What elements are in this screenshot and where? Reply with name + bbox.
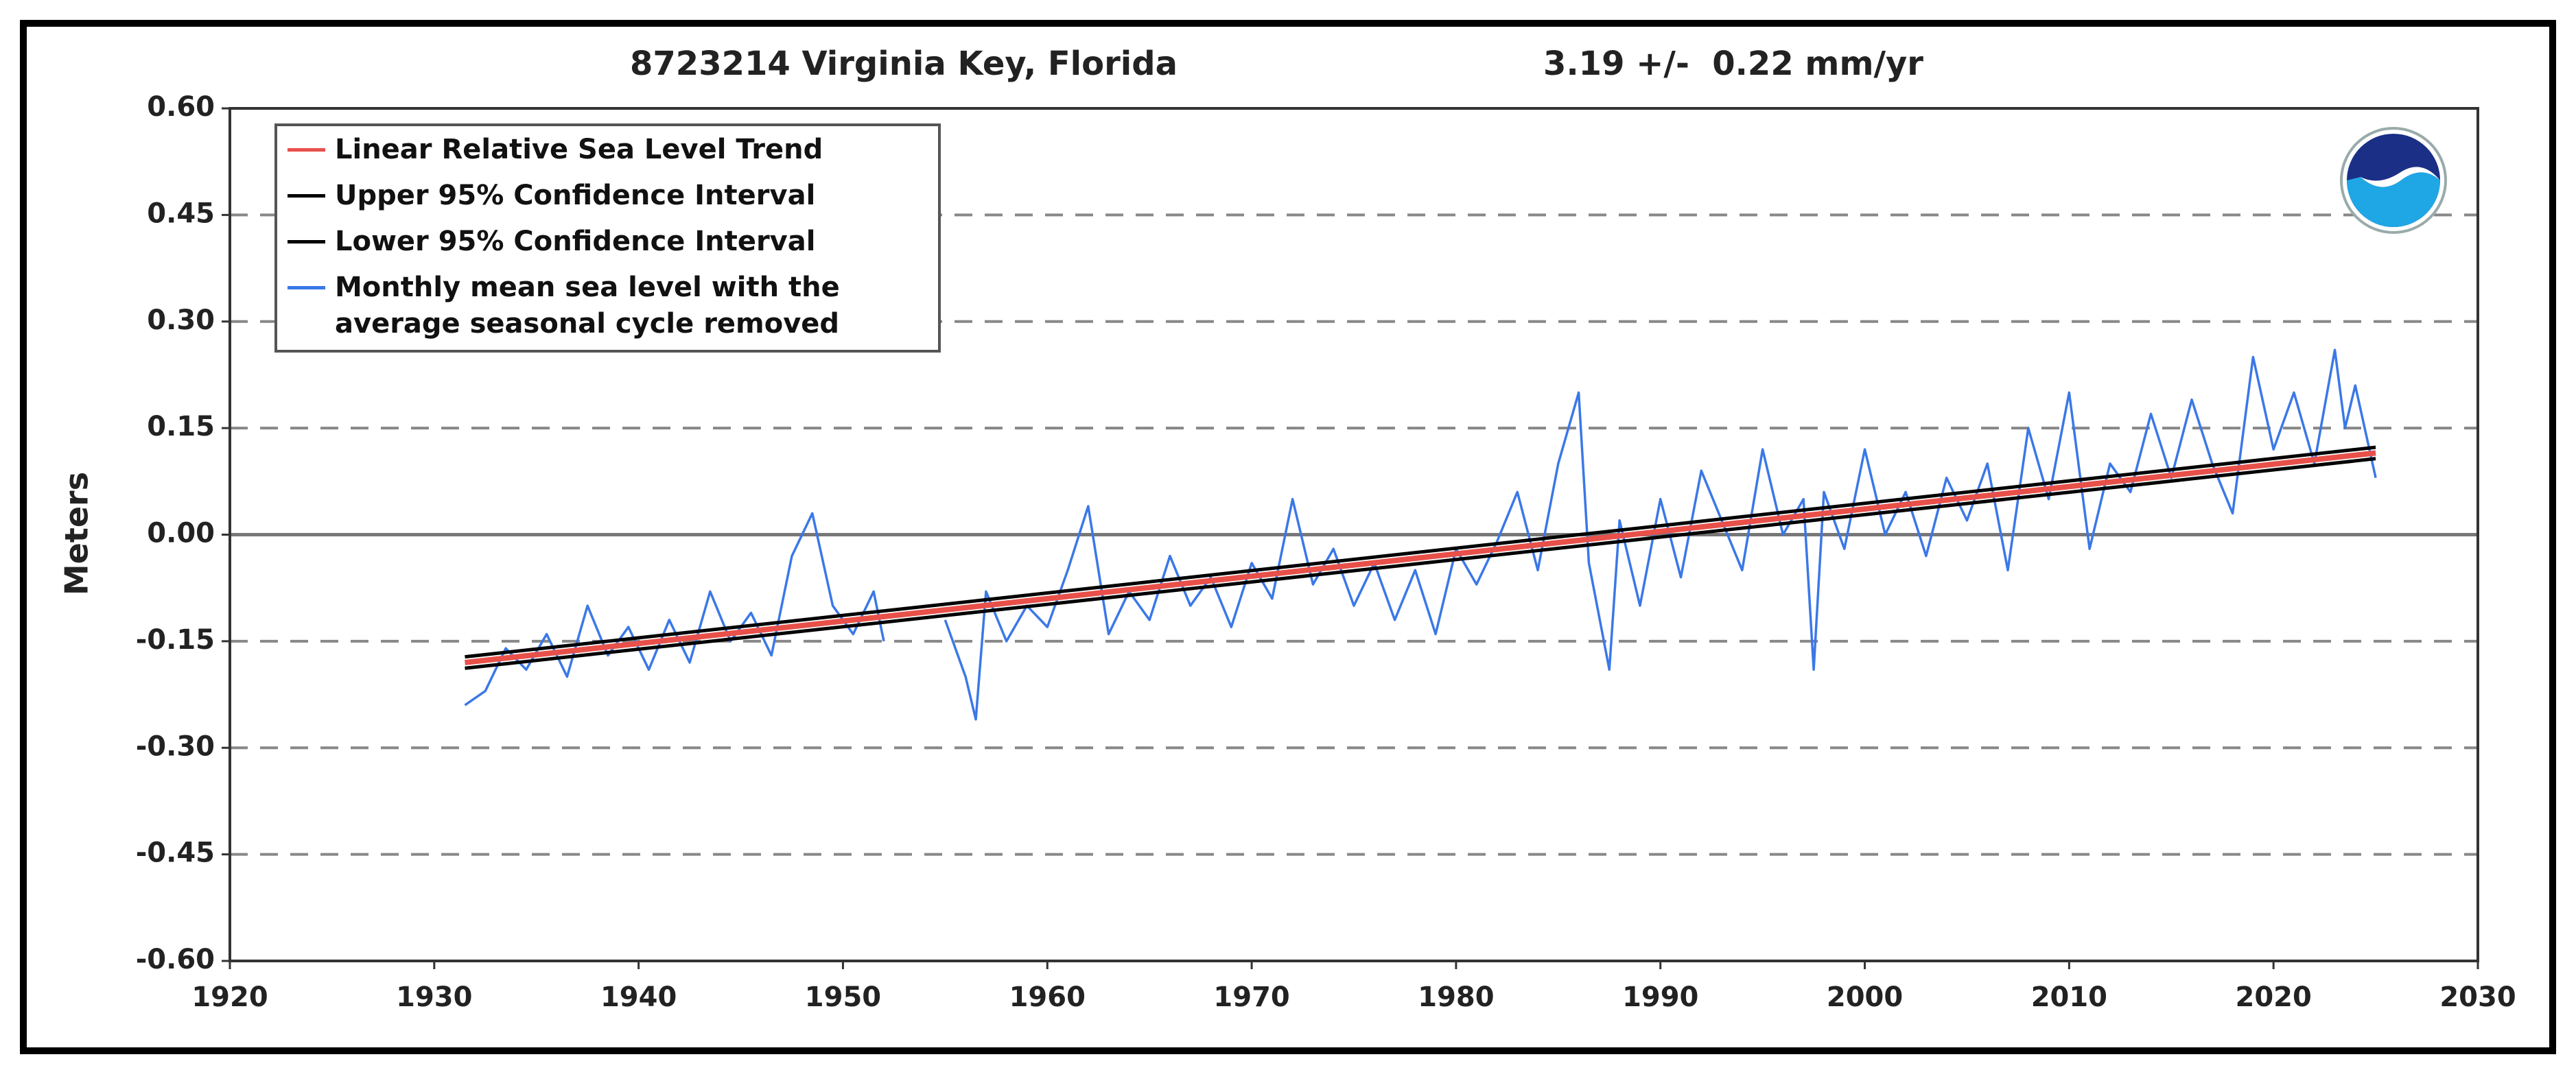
legend-box	[274, 123, 941, 353]
y-tick-label: -0.60	[136, 944, 215, 975]
legend-swatch	[288, 240, 325, 243]
y-tick-label: -0.45	[136, 837, 215, 869]
series-line	[465, 450, 2376, 665]
x-tick-label: 1930	[396, 982, 472, 1013]
x-tick-label: 1950	[805, 982, 881, 1013]
y-tick-label: 0.00	[147, 518, 215, 549]
x-tick-label: 1980	[1418, 982, 1494, 1013]
y-tick-label: 0.30	[147, 305, 215, 336]
legend-label: Monthly mean sea level with the average …	[335, 272, 840, 340]
legend-label: Linear Relative Sea Level Trend	[335, 134, 823, 165]
noaa-logo	[2340, 127, 2447, 234]
chart-title: 8723214 Virginia Key, Florida	[630, 45, 1178, 83]
y-tick-label: 0.15	[147, 411, 215, 442]
x-tick-label: 1990	[1622, 982, 1698, 1013]
y-tick-label: -0.15	[136, 624, 215, 656]
outer-frame	[20, 20, 2556, 1054]
series-line	[465, 445, 2376, 659]
x-tick-label: 2000	[1827, 982, 1903, 1013]
plot-frame	[229, 107, 2479, 962]
legend-swatch	[288, 286, 325, 289]
y-tick-label: 0.60	[147, 91, 215, 123]
legend-entry: Linear Relative Sea Level Trend	[288, 132, 823, 168]
legend-swatch	[288, 148, 325, 152]
legend-label: Lower 95% Confidence Interval	[335, 226, 816, 257]
x-tick-label: 1920	[191, 982, 268, 1013]
logo-bottom	[2347, 172, 2440, 227]
legend-entry: Upper 95% Confidence Interval	[288, 178, 815, 214]
x-tick-label: 2030	[2439, 982, 2516, 1013]
x-tick-label: 1970	[1213, 982, 1289, 1013]
y-tick-label: 0.45	[147, 198, 215, 229]
y-tick-label: -0.30	[136, 730, 215, 762]
y-axis-label: Meters	[58, 472, 95, 595]
chart-subtitle: 3.19 +/- 0.22 mm/yr	[1543, 45, 1923, 83]
logo-gull	[2361, 167, 2440, 187]
x-tick-label: 2010	[2031, 982, 2107, 1013]
legend-label: Upper 95% Confidence Interval	[335, 180, 816, 211]
x-tick-label: 1960	[1009, 982, 1086, 1013]
series-line	[465, 457, 2376, 670]
legend-swatch	[288, 194, 325, 198]
legend-entry: Monthly mean sea level with the average …	[288, 270, 840, 342]
x-tick-label: 1940	[600, 982, 677, 1013]
x-tick-label: 2020	[2236, 982, 2312, 1013]
legend-entry: Lower 95% Confidence Interval	[288, 224, 815, 260]
